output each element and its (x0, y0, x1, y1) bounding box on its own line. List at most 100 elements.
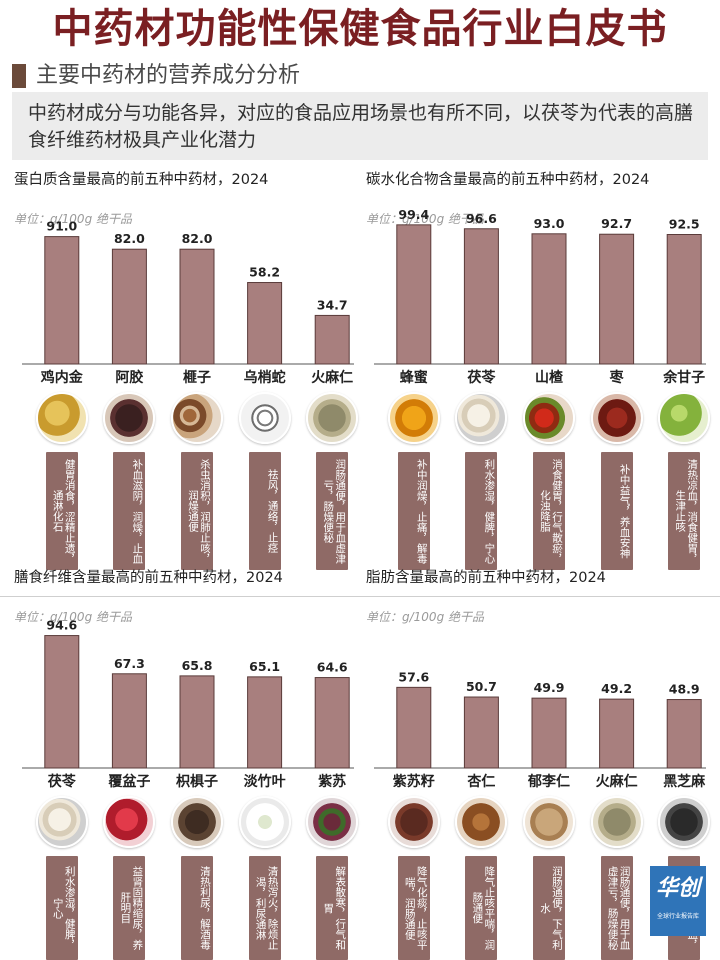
data-label: 65.8 (182, 658, 213, 673)
data-label: 93.0 (534, 216, 565, 231)
bar (599, 233, 635, 365)
bar (179, 248, 215, 365)
perilla-image (306, 796, 359, 848)
bar (396, 686, 432, 769)
bar-chart: 94.6 茯苓 67.3 覆盆子 65.8 枳椇子 65.1 淡竹叶 64.6 紫苏 (22, 618, 354, 790)
data-label: 94.6 (46, 618, 77, 633)
function-tag: 补血滋阴，润燥，止血 (113, 452, 146, 570)
bar (314, 314, 350, 365)
bar (463, 696, 499, 769)
category-label: 火麻仁 (596, 773, 638, 790)
chicken-gizzard-image (35, 392, 88, 444)
category-label: 枳椇子 (176, 773, 218, 790)
bar (111, 248, 147, 365)
chart-panel-fiber: 膳食纤维含量最高的前五种中药材，2024 单位：g/100g 绝干品 94.6 茯… (14, 566, 362, 960)
unit-label: 单位：g/100g 绝干品 (366, 212, 484, 226)
bar (44, 635, 80, 769)
bar (531, 233, 567, 365)
category-label: 鸡内金 (40, 369, 84, 386)
bar (666, 699, 702, 769)
bar (247, 282, 283, 365)
category-label: 黑芝麻 (663, 773, 706, 790)
section-divider (0, 596, 720, 597)
data-label: 49.9 (534, 680, 565, 695)
data-label: 49.2 (601, 681, 632, 696)
function-tag: 益肾固精缩尿，养肝明目 (113, 856, 146, 960)
perilla-seed-image (387, 796, 440, 848)
function-tag: 清热利尿，解酒毒 (181, 856, 213, 960)
chart-title: 蛋白质含量最高的前五种中药材，2024 (14, 172, 269, 188)
category-label: 紫苏 (318, 773, 346, 790)
category-label: 余甘子 (662, 369, 705, 386)
chart-title: 碳水化合物含量最高的前五种中药材，2024 (366, 172, 650, 188)
function-tag: 补中润燥，止痛，解毒 (397, 452, 430, 570)
bar (599, 698, 635, 769)
summary-box (12, 92, 708, 160)
function-tag: 降气止咳平喘，润肠通便 (465, 856, 498, 960)
unit-label: 单位：g/100g 绝干品 (14, 610, 132, 624)
category-label: 山楂 (535, 369, 564, 386)
bar (247, 676, 283, 769)
function-tag: 清热凉血，消食健胃，生津止咳 (668, 452, 701, 570)
function-tag: 润肠通便，用于血虚津亏，肠燥便秘 (600, 856, 633, 960)
data-label: 82.0 (114, 231, 145, 246)
data-label: 64.6 (317, 660, 348, 675)
subtitle-marker (12, 64, 26, 88)
bar (666, 234, 702, 365)
data-label: 91.0 (46, 219, 77, 234)
category-label: 茯苓 (466, 369, 496, 386)
category-label: 淡竹叶 (244, 773, 286, 790)
function-tag: 利水渗湿，健脾，宁心 (45, 856, 78, 960)
unit-label: 单位：g/100g 绝干品 (14, 212, 132, 226)
data-label: 92.5 (669, 217, 700, 232)
poria-image (35, 796, 88, 848)
page-title: 中药材功能性保健食品行业白皮书 (52, 6, 668, 52)
data-label: 50.7 (466, 679, 497, 694)
page-subtitle: 主要中药材的营养成分分析 (36, 63, 301, 88)
bar (463, 228, 499, 365)
almond-image (455, 796, 508, 848)
chart-title: 膳食纤维含量最高的前五种中药材，2024 (14, 570, 283, 586)
data-label: 92.7 (601, 216, 632, 231)
category-label: 榧子 (183, 369, 211, 386)
function-tag: 解表散寒，行气和胃 (316, 856, 349, 960)
emblic-image (658, 392, 711, 444)
category-label: 枣 (609, 369, 625, 386)
function-tag: 消食健胃，行气散瘀，化浊降脂 (533, 452, 565, 570)
category-label: 乌梢蛇 (244, 369, 286, 386)
category-label: 郁李仁 (527, 773, 570, 790)
function-tag: 杀虫消积，润肺止咳，润燥通便 (181, 452, 213, 570)
logo-text: 华创 (655, 876, 700, 901)
category-label: 阿胶 (115, 369, 143, 386)
bar (111, 673, 147, 769)
bar-chart: 91.0 鸡内金 82.0 阿胶 82.0 榧子 58.2 乌梢蛇 34.7 火麻仁 (22, 219, 354, 386)
hemp-seeds-image (306, 392, 359, 444)
function-tag: 润肠通便，用于血虚津亏，肠燥便秘 (316, 452, 349, 570)
bamboo-leaf-image (238, 796, 291, 848)
chart-panel-fat: 脂肪含量最高的前五种中药材，2024 单位：g/100g 绝干品 57.6 紫苏籽… (366, 566, 714, 960)
data-label: 67.3 (114, 656, 145, 671)
data-label: 48.9 (669, 682, 700, 697)
hawthorn-image (523, 392, 575, 444)
category-label: 茯苓 (47, 773, 77, 790)
data-label: 82.0 (182, 231, 213, 246)
bar (179, 675, 215, 769)
function-tag: 清热泻火，除烦止渴，利尿通淋 (248, 856, 281, 960)
data-label: 65.1 (249, 659, 280, 674)
data-label: 34.7 (317, 297, 348, 312)
summary-text: 中药材成分与功能各异，对应的食品应用场景也有所不同，以茯苓为代表的高膳食纤维药材… (28, 102, 694, 151)
bar (44, 236, 80, 365)
bar (314, 677, 350, 769)
category-label: 覆盆子 (108, 773, 150, 790)
category-label: 杏仁 (466, 773, 495, 790)
bar-chart: 57.6 紫苏籽 50.7 杏仁 49.9 郁李仁 49.2 火麻仁 48.9 黑芝麻 (374, 669, 706, 790)
chart-panel-carbohydrate: 碳水化合物含量最高的前五种中药材，2024 单位：g/100g 绝干品 99.4… (366, 168, 714, 570)
unit-label: 单位：g/100g 绝干品 (366, 610, 484, 624)
data-label: 96.6 (466, 211, 497, 226)
torreya-nuts-image (171, 392, 223, 444)
data-label: 99.4 (398, 207, 429, 222)
function-tag: 健胃消食，涩精止遗，通淋化石 (45, 452, 78, 570)
jujube-image (590, 392, 643, 444)
bar (396, 224, 432, 365)
category-label: 蜂蜜 (400, 369, 428, 386)
